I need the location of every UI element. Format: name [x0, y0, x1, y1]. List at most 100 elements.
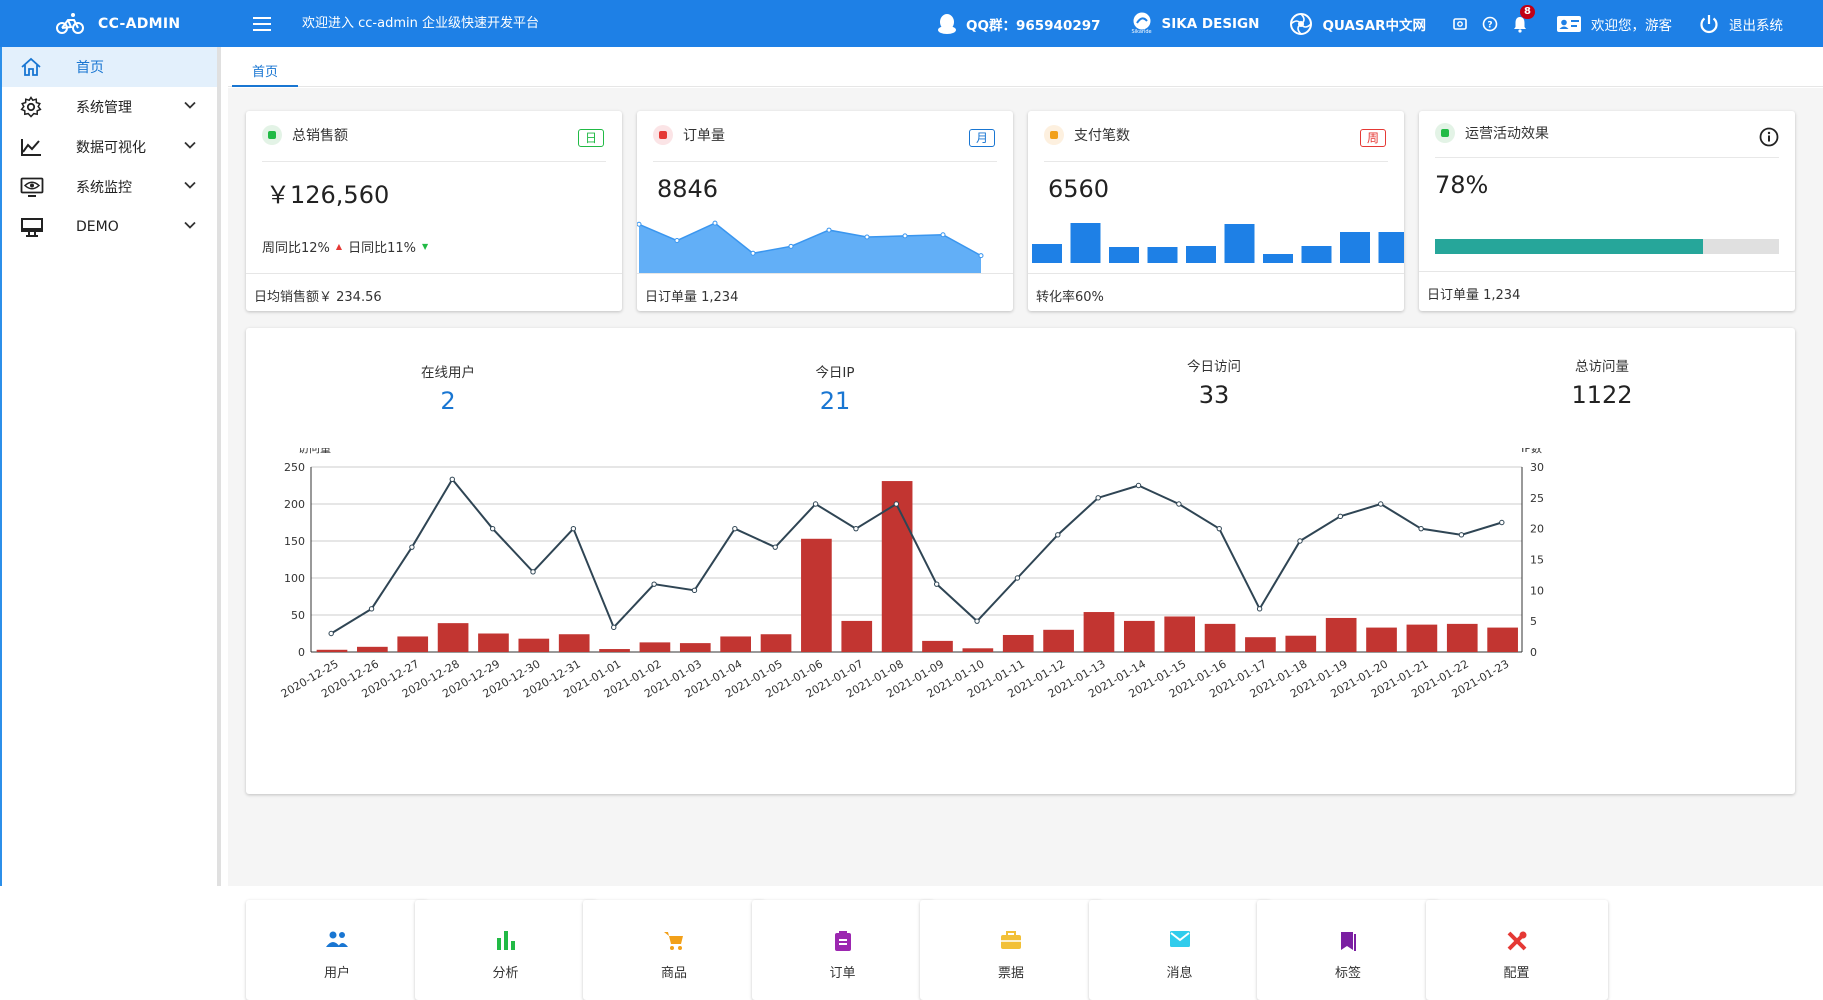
- chevron-down-icon: [183, 178, 197, 196]
- card-divider: [653, 161, 997, 162]
- tools-icon: [1426, 930, 1608, 954]
- stat-value: 1122: [1571, 381, 1633, 409]
- stat-value: 21: [819, 387, 851, 415]
- sparkline-point: [788, 243, 794, 249]
- quick-entry-label: 标签: [1334, 966, 1361, 981]
- visit-bar: [1245, 637, 1276, 652]
- logout-button[interactable]: 退出系统: [1698, 13, 1783, 35]
- payment-bar: [1301, 246, 1332, 263]
- visit-bar: [1487, 627, 1518, 652]
- ip-point: [368, 606, 375, 612]
- sparkline-point: [674, 238, 680, 244]
- visit-bar: [1123, 620, 1155, 652]
- ip-point: [570, 525, 577, 532]
- sidebar-item-home[interactable]: 首页: [2, 47, 217, 87]
- quick-entry-bookmark[interactable]: 标签: [1257, 900, 1439, 1000]
- sales-footer: 日均销售额￥ 234.56: [246, 273, 622, 311]
- visit-bar: [316, 649, 348, 652]
- bell-icon: [1514, 16, 1526, 33]
- tab-home[interactable]: 首页: [232, 59, 298, 87]
- ip-point: [449, 476, 455, 483]
- main-content: 总销售额 日 ￥126,560 周同比12% ▲ 日同比11% ▼ 日均销售额￥…: [228, 88, 1823, 1000]
- y-axis-title: 访问量: [298, 448, 331, 455]
- payment-bar: [1109, 247, 1139, 263]
- qq-group-label: QQ群：965940297: [966, 17, 1101, 34]
- payments-title: 支付笔数: [1074, 128, 1130, 144]
- sales-title: 总销售额: [292, 128, 348, 144]
- ip-point: [1135, 482, 1142, 489]
- period-tag-week[interactable]: 周: [1359, 129, 1386, 147]
- y2-tick-label: 0: [1530, 646, 1537, 659]
- menu-toggle-button[interactable]: [250, 12, 274, 36]
- id-card-icon: [1556, 14, 1582, 34]
- payments-card: 支付笔数 周 6560 转化率60%: [1028, 111, 1404, 311]
- period-tag-month[interactable]: 月: [968, 129, 995, 147]
- sidebar-item-demo[interactable]: DEMO: [2, 207, 217, 247]
- sidebar-item-label: 数据可视化: [76, 140, 146, 156]
- sparkline-point: [940, 232, 946, 238]
- home-icon: [20, 56, 46, 78]
- svg-text:?: ?: [1487, 20, 1492, 30]
- card-divider: [1435, 157, 1779, 158]
- visit-bar: [1204, 623, 1236, 652]
- card-divider: [1044, 161, 1388, 162]
- ip-point: [328, 630, 334, 637]
- y2-tick-label: 10: [1530, 584, 1544, 597]
- total-visits-stat: 总访问量 1122: [1502, 355, 1702, 409]
- quick-entry-clipboard[interactable]: 订单: [751, 900, 934, 1000]
- visit-bar: [1366, 627, 1397, 652]
- ip-point: [691, 587, 698, 594]
- sika-design-label: SIKA DESIGN: [1161, 15, 1260, 32]
- ip-point: [611, 624, 617, 631]
- card-title: 总销售额: [262, 125, 348, 145]
- qq-group-link[interactable]: QQ群：965940297: [937, 13, 1101, 35]
- y2-tick-label: 15: [1530, 554, 1544, 567]
- quick-entry-label: 分析: [492, 966, 519, 981]
- visit-bar: [679, 643, 711, 652]
- sika-design-link[interactable]: Sikaride SIKA DESIGN: [1131, 12, 1260, 35]
- period-tag-day[interactable]: 日: [577, 129, 604, 147]
- quick-entry-tools[interactable]: 配置: [1425, 900, 1608, 1000]
- quasar-link[interactable]: QUASAR中文网: [1289, 12, 1426, 36]
- visit-bar: [720, 636, 751, 652]
- ip-point: [853, 525, 859, 532]
- sidebar-item-data-visualization[interactable]: 数据可视化: [2, 127, 217, 167]
- ip-point: [489, 525, 496, 532]
- sika-sub-label: Sikaride: [1131, 29, 1152, 35]
- screenshot-icon[interactable]: [1452, 16, 1468, 32]
- ip-point: [530, 569, 536, 575]
- visit-bar: [1083, 612, 1115, 652]
- user-greeting[interactable]: 欢迎您，游客: [1556, 14, 1672, 34]
- user-greeting-label: 欢迎您，游客: [1591, 17, 1672, 34]
- quick-entry-label: 订单: [829, 966, 856, 981]
- stat-value: 2: [440, 387, 456, 415]
- ip-point: [1176, 501, 1182, 507]
- quick-entry-label: 配置: [1503, 966, 1530, 981]
- payment-bar: [1186, 246, 1216, 263]
- brand[interactable]: CC-ADMIN: [56, 0, 180, 47]
- quick-entry-label: 消息: [1166, 966, 1193, 981]
- sidebar-item-system-monitor[interactable]: 系统监控: [2, 167, 217, 207]
- sidebar-item-system-management[interactable]: 系统管理: [2, 87, 217, 127]
- y2-tick-label: 25: [1530, 492, 1544, 505]
- welcome-text: 欢迎进入 cc-admin 企业级快速开发平台: [302, 16, 539, 31]
- ip-point: [1337, 513, 1344, 520]
- notifications-button[interactable]: 8: [1512, 4, 1535, 33]
- campaign-card: 运营活动效果 78% 日订单量 1,234: [1419, 111, 1795, 311]
- sidebar-item-label: 首页: [76, 60, 104, 76]
- quick-entry-bar-chart[interactable]: 分析: [414, 900, 597, 1000]
- quick-entry-people[interactable]: 用户: [246, 900, 428, 1000]
- visit-bar: [1406, 624, 1438, 652]
- visit-bar: [1325, 617, 1357, 652]
- ip-point: [1458, 532, 1465, 538]
- week-compare: 周同比12%: [262, 241, 330, 256]
- quick-entry-mail[interactable]: 消息: [1088, 900, 1271, 1000]
- campaign-progress-track: [1435, 239, 1779, 254]
- payment-bar: [1378, 232, 1404, 263]
- hamburger-icon: [253, 17, 271, 31]
- quick-entry-briefcase[interactable]: 票据: [920, 900, 1102, 1000]
- help-icon[interactable]: ?: [1482, 16, 1498, 32]
- quick-entry-cart[interactable]: 商品: [583, 900, 765, 1000]
- info-icon[interactable]: [1759, 127, 1779, 151]
- monitor-eye-icon: [20, 176, 46, 198]
